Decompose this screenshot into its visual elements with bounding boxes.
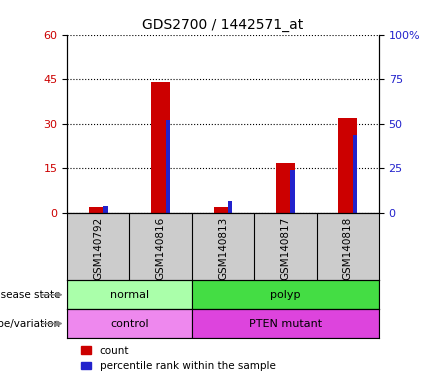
Title: GDS2700 / 1442571_at: GDS2700 / 1442571_at <box>142 18 304 32</box>
Text: GSM140816: GSM140816 <box>155 217 166 280</box>
Bar <box>291 170 295 213</box>
Text: control: control <box>110 318 149 329</box>
Bar <box>67 280 192 309</box>
Text: PTEN mutant: PTEN mutant <box>249 318 322 329</box>
Bar <box>89 207 108 213</box>
Bar <box>338 118 357 213</box>
Bar <box>151 82 170 213</box>
Legend: count, percentile rank within the sample: count, percentile rank within the sample <box>81 346 276 371</box>
Bar <box>166 120 170 213</box>
Bar <box>276 162 295 213</box>
Text: GSM140817: GSM140817 <box>280 217 291 280</box>
Text: GSM140792: GSM140792 <box>93 217 103 280</box>
Text: GSM140813: GSM140813 <box>218 217 228 280</box>
Text: normal: normal <box>110 290 149 300</box>
Bar <box>192 309 379 338</box>
Text: genotype/variation: genotype/variation <box>0 318 61 329</box>
Bar <box>213 207 233 213</box>
Bar <box>103 206 108 213</box>
Bar <box>67 309 192 338</box>
Bar <box>353 134 357 213</box>
Text: polyp: polyp <box>270 290 301 300</box>
Text: disease state: disease state <box>0 290 61 300</box>
Text: GSM140818: GSM140818 <box>343 217 353 280</box>
Bar <box>192 280 379 309</box>
Bar <box>228 200 233 213</box>
